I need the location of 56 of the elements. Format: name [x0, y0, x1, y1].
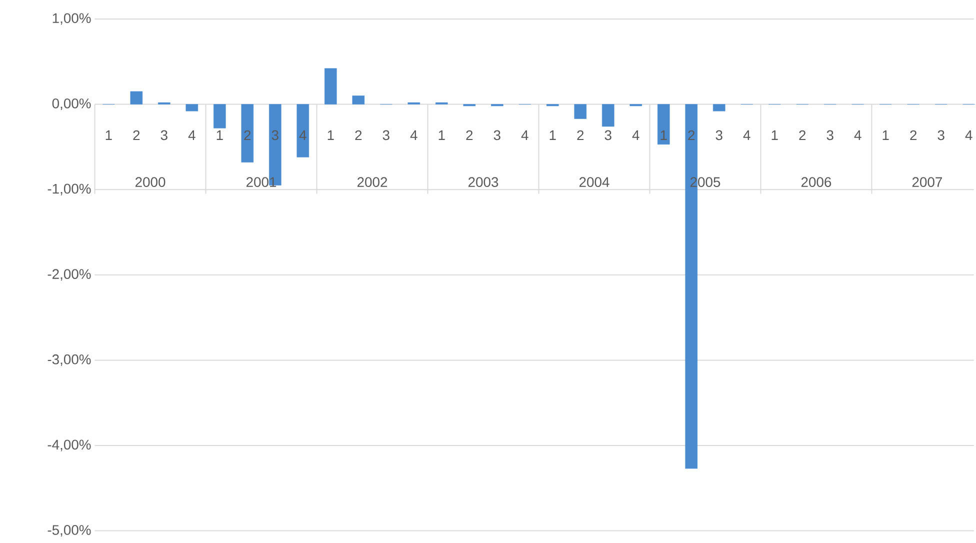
x-tick-label: 2: [466, 130, 473, 140]
x-tick-label: 4: [632, 130, 640, 140]
x-tick-label: 1: [550, 130, 556, 140]
bar: [324, 68, 337, 105]
annotation: 2007: [912, 177, 942, 188]
x-tick-label: 4: [410, 130, 418, 140]
x-tick-label: 1: [216, 130, 223, 140]
bar: [241, 104, 254, 163]
annotation: 2003: [468, 177, 498, 188]
x-tick-label: 4: [854, 130, 862, 140]
x-tick-label: 1: [328, 130, 334, 140]
x-tick-label: 4: [965, 130, 972, 140]
bar: [296, 104, 310, 158]
bar: [186, 104, 198, 112]
x-tick-label: 2: [133, 130, 140, 140]
bar: [352, 96, 365, 105]
bar: [574, 104, 587, 120]
y-tick-label: -1,00%: [48, 184, 91, 196]
bar: [214, 104, 226, 128]
y-tick-label: -5,00%: [48, 525, 91, 537]
x-tick-label: 4: [188, 130, 196, 140]
x-tick-label: 1: [106, 130, 112, 140]
x-tick-label: 2: [799, 130, 806, 140]
x-tick-label: 1: [772, 130, 778, 140]
x-tick-label: 3: [938, 130, 944, 140]
annotation: 2002: [357, 177, 388, 188]
annotation: 2000: [136, 177, 166, 188]
y-tick-label: 1,00%: [52, 13, 91, 25]
bar: [602, 104, 614, 127]
x-tick-label: 3: [382, 130, 390, 140]
x-tick-label: 3: [494, 130, 500, 140]
x-tick-label: 4: [743, 130, 750, 140]
x-tick-label: 2: [355, 130, 362, 140]
x-tick-label: 4: [299, 130, 306, 140]
y-tick-label: 0,00%: [52, 98, 91, 110]
x-tick-label: 3: [160, 130, 168, 140]
x-tick-label: 3: [826, 130, 834, 140]
x-tick-label: 3: [716, 130, 722, 140]
annotation: 2004: [579, 177, 610, 188]
x-tick-label: 1: [660, 130, 667, 140]
x-tick-label: 1: [882, 130, 889, 140]
x-tick-label: 4: [521, 130, 528, 140]
y-tick-label: -3,00%: [48, 354, 91, 366]
x-tick-label: 2: [577, 130, 584, 140]
x-tick-label: 3: [604, 130, 612, 140]
x-tick-label: 2: [244, 130, 251, 140]
y-tick-label: -4,00%: [48, 440, 91, 452]
y-tick-label: -2,00%: [48, 269, 91, 281]
annotation: 2006: [801, 177, 832, 188]
x-tick-label: 3: [272, 130, 278, 140]
x-tick-label: 1: [438, 130, 445, 140]
bar: [130, 91, 143, 105]
x-tick-label: 2: [910, 130, 917, 140]
bar: [657, 104, 670, 145]
bar: [712, 104, 726, 112]
x-tick-label: 2: [688, 130, 695, 140]
